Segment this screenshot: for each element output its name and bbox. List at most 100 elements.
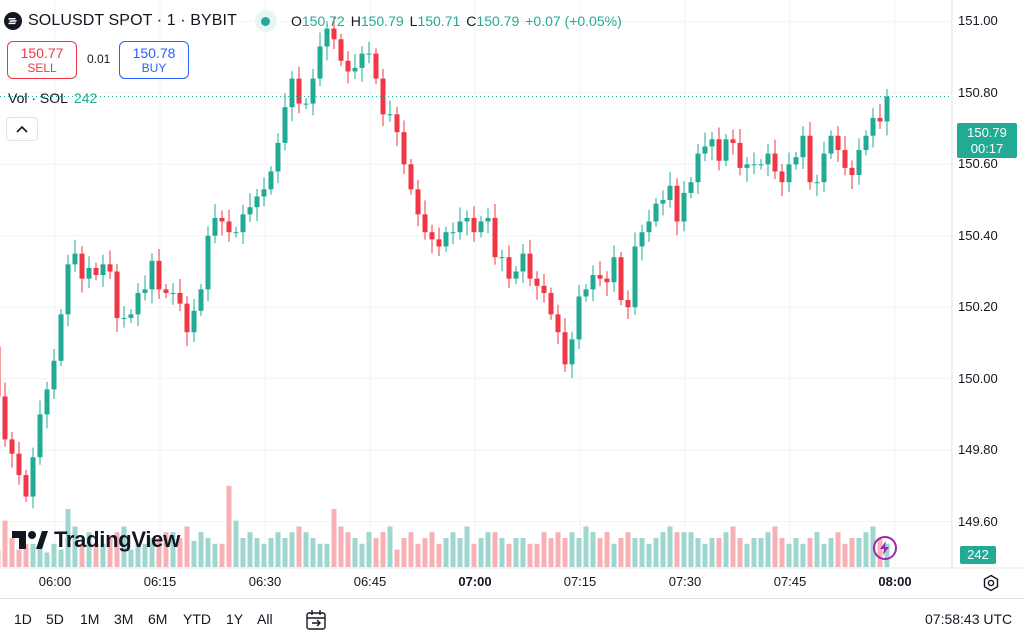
- calendar-icon: [306, 610, 326, 630]
- range-3m-button[interactable]: 3M: [114, 611, 134, 627]
- volume-bar: [688, 532, 694, 567]
- candle-down: [772, 153, 778, 172]
- volume-bar: [163, 532, 169, 567]
- candle-down: [849, 167, 855, 176]
- volume-tag: 242: [960, 546, 996, 564]
- candle-up: [247, 207, 253, 215]
- volume-bar: [492, 532, 498, 567]
- candle-down: [548, 292, 554, 315]
- candle-down: [807, 135, 813, 183]
- candle-down: [79, 253, 85, 279]
- volume-bar: [2, 520, 8, 567]
- candle-up: [793, 157, 799, 165]
- volume-bar: [429, 532, 435, 567]
- chart-grid: [0, 0, 952, 568]
- candle-up: [863, 135, 869, 151]
- volume-bar: [737, 538, 743, 567]
- sell-button[interactable]: 150.77 SELL: [7, 41, 77, 79]
- settings-icon[interactable]: [982, 574, 1000, 592]
- candle-up: [856, 150, 862, 176]
- candle-down: [436, 239, 442, 247]
- candle-up: [366, 53, 372, 55]
- volume-bar: [597, 538, 603, 567]
- candle-up: [212, 217, 218, 236]
- price-chart[interactable]: [0, 0, 1024, 598]
- tradingview-wordmark: TradingView: [54, 527, 180, 552]
- candle-up: [268, 171, 274, 190]
- ohlc-values: O150.72 H150.79 L150.71 C150.79 +0.07 (+…: [290, 13, 622, 29]
- price-tick-label: 150.60: [958, 156, 998, 172]
- candle-up: [583, 289, 589, 297]
- candle-up: [387, 114, 393, 116]
- buy-button[interactable]: 150.78 BUY: [119, 41, 189, 79]
- volume-bar: [744, 543, 750, 567]
- volume-bar: [289, 532, 295, 567]
- candle-down: [415, 189, 421, 215]
- time-tick-label: 06:15: [143, 574, 177, 589]
- time-tick-label: 06:45: [353, 574, 387, 589]
- candle-down: [9, 439, 15, 454]
- tradingview-logo[interactable]: TradingView: [12, 527, 180, 553]
- candle-down: [506, 257, 512, 279]
- candle-down: [471, 217, 477, 233]
- price-tick-label: 151.00: [958, 13, 998, 29]
- candle-up: [464, 217, 470, 222]
- candle-down: [156, 260, 162, 290]
- volume-bar: [814, 532, 820, 567]
- candle-up: [751, 164, 757, 166]
- volume-bar: [233, 520, 239, 567]
- volume-bar: [156, 538, 162, 567]
- candle-down: [779, 171, 785, 183]
- volume-bar: [149, 538, 155, 567]
- range-1y-button[interactable]: 1Y: [226, 611, 244, 627]
- market-status-icon[interactable]: [254, 10, 277, 32]
- volume-bar: [184, 526, 190, 567]
- candle-up: [170, 292, 176, 294]
- candle-up: [30, 457, 36, 497]
- volume-bar: [100, 543, 106, 567]
- candle-down: [296, 78, 302, 104]
- collapse-legend-button[interactable]: [6, 117, 38, 141]
- volume-bar: [674, 532, 680, 567]
- candle-up: [86, 267, 92, 279]
- range-1d-button[interactable]: 1D: [14, 611, 32, 627]
- candle-up: [758, 164, 764, 166]
- range-ytd-button[interactable]: YTD: [183, 611, 211, 627]
- volume-bar: [415, 543, 421, 567]
- volume-bar: [93, 543, 99, 567]
- volume-bar: [590, 532, 596, 567]
- volume-bar: [401, 538, 407, 567]
- volume-bar: [254, 538, 260, 567]
- range-5d-button[interactable]: 5D: [46, 611, 64, 627]
- range-6m-button[interactable]: 6M: [148, 611, 168, 627]
- volume-bar: [37, 543, 43, 567]
- volume-bar: [387, 526, 393, 567]
- symbol-title[interactable]: SOLUSDT SPOT · 1 · BYBIT: [28, 12, 237, 29]
- candle-down: [394, 114, 400, 133]
- volume-bar: [366, 532, 372, 567]
- volume-bar: [16, 549, 22, 567]
- volume-bar: [520, 538, 526, 567]
- candle-down: [730, 139, 736, 143]
- volume-bar: [65, 509, 71, 567]
- buy-label: BUY: [141, 61, 167, 75]
- volume-legend[interactable]: Vol · SOL 242: [8, 90, 97, 106]
- volume-bar: [58, 549, 64, 567]
- volume-bar: [653, 538, 659, 567]
- volume-bar: [478, 538, 484, 567]
- utc-clock[interactable]: 07:58:43 UTC: [925, 611, 1013, 627]
- range-1m-button[interactable]: 1M: [80, 611, 100, 627]
- volume-bar: [86, 532, 92, 567]
- candle-up: [569, 339, 575, 365]
- volume-bar: [716, 538, 722, 567]
- volume-bar: [331, 509, 337, 567]
- lightning-icon[interactable]: [873, 536, 897, 560]
- candle-up: [450, 232, 456, 234]
- go-to-date-button[interactable]: [303, 607, 329, 633]
- volume-bar: [296, 526, 302, 567]
- candle-up: [590, 275, 596, 290]
- volume-bar: [317, 543, 323, 567]
- candle-up: [688, 182, 694, 193]
- range-all-button[interactable]: All: [257, 611, 273, 627]
- volume-bar: [576, 538, 582, 567]
